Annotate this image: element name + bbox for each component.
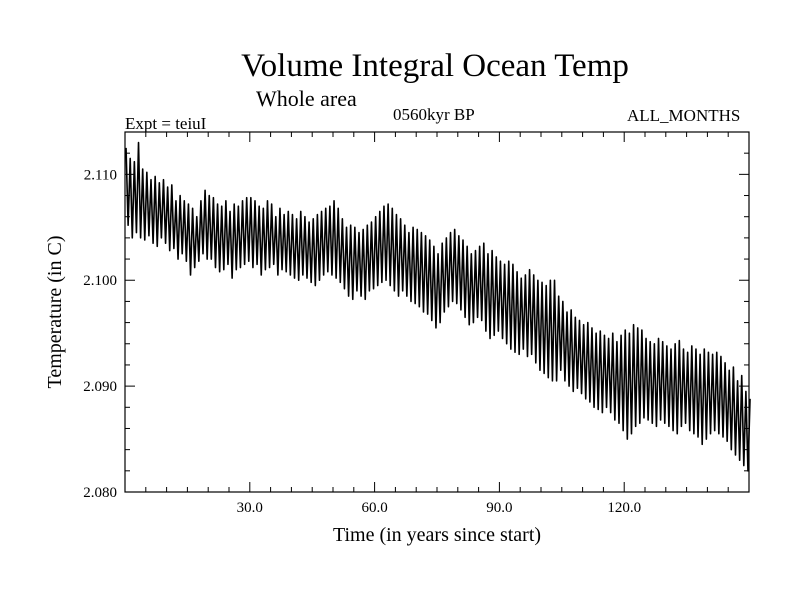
chart-title: Volume Integral Ocean Temp xyxy=(241,48,629,84)
y-tick-label: 2.090 xyxy=(83,379,117,395)
series-group xyxy=(125,141,751,472)
x-tick-label: 120.0 xyxy=(607,500,641,516)
experiment-label: Expt = teiuI xyxy=(125,114,207,133)
y-tick-label: 2.100 xyxy=(83,273,117,289)
chart-subtitle: Whole area xyxy=(256,86,357,111)
y-axis-title: Temperature (in C) xyxy=(44,236,66,389)
x-tick-label: 30.0 xyxy=(237,500,263,516)
x-tick-label: 90.0 xyxy=(486,500,512,516)
ticks-group: 30.0 60.0 90.0 120.0 2.080 2.090 2.100 2.110 xyxy=(83,131,749,516)
y-tick-label: 2.080 xyxy=(83,485,117,501)
series-line-0 xyxy=(125,141,751,472)
y-tick-label: 2.110 xyxy=(84,167,117,183)
x-axis-title: Time (in years since start) xyxy=(333,524,541,546)
x-tick-label: 60.0 xyxy=(361,500,387,516)
period-label: 0560kyr BP xyxy=(393,105,475,124)
months-label: ALL_MONTHS xyxy=(627,106,741,125)
